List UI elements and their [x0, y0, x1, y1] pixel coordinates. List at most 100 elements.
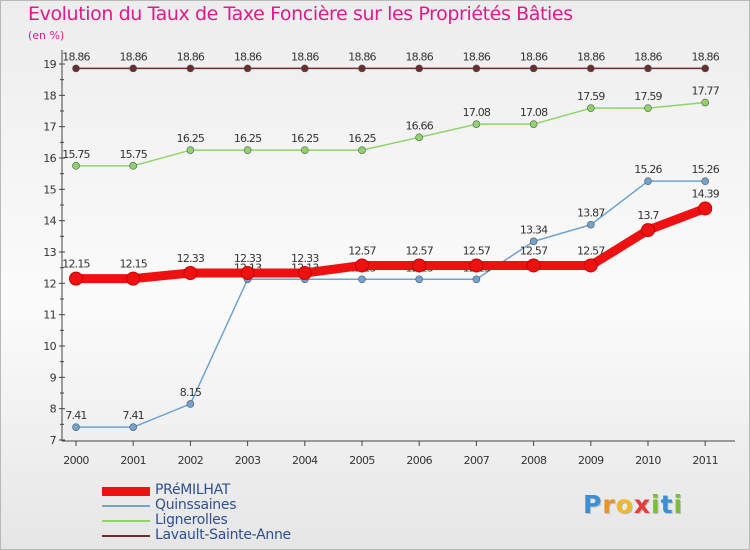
data-point-pr-milhat [297, 265, 312, 280]
data-point-lignerolles [701, 98, 710, 107]
data-point-pr-milhat [641, 223, 655, 238]
data-label-lignerolles: 15.75 [119, 148, 147, 161]
data-label-pr-milhat: 12.57 [520, 244, 548, 257]
data-label-lavault-sainte-anne: 18.86 [520, 50, 548, 63]
data-point-lignerolles [415, 133, 424, 142]
x-tick-label: 2007 [464, 454, 490, 467]
y-tick-label: 12 [43, 277, 56, 290]
data-point-lignerolles [529, 120, 538, 128]
data-label-quinssaines: 8.15 [180, 386, 202, 399]
data-label-pr-milhat: 12.15 [62, 258, 90, 271]
data-label-quinssaines: 7.41 [123, 409, 144, 422]
chart-title: Evolution du Taux de Taxe Foncière sur l… [28, 3, 573, 25]
x-tick-label: 2006 [406, 454, 432, 467]
data-point-quinssaines [529, 237, 538, 246]
data-point-lavault-sainte-anne [358, 64, 366, 73]
series-line-quinssaines [75, 180, 706, 428]
y-tick-label: 8 [50, 403, 57, 416]
y-tick-label: 15 [43, 183, 56, 196]
y-tick-label: 18 [43, 89, 56, 102]
data-label-quinssaines: 13.34 [520, 223, 548, 236]
data-label-lignerolles: 17.59 [577, 90, 605, 103]
data-label-lignerolles: 17.59 [634, 90, 662, 103]
data-label-lavault-sainte-anne: 18.86 [405, 50, 433, 63]
data-label-lavault-sainte-anne: 18.86 [463, 50, 491, 63]
data-point-pr-milhat [183, 265, 198, 280]
x-tick-label: 2004 [292, 454, 318, 467]
data-label-pr-milhat: 12.33 [291, 252, 319, 265]
data-point-quinssaines [358, 275, 366, 284]
data-label-lavault-sainte-anne: 18.86 [348, 50, 376, 63]
data-point-pr-milhat [469, 258, 484, 273]
data-point-quinssaines [701, 177, 710, 185]
data-label-lavault-sainte-anne: 18.86 [691, 50, 719, 63]
data-point-lignerolles [358, 146, 366, 154]
x-tick-label: 2009 [578, 454, 604, 467]
data-point-lignerolles [243, 146, 252, 154]
data-point-lavault-sainte-anne [586, 64, 595, 73]
data-point-quinssaines [644, 177, 652, 185]
x-tick-label: 2002 [178, 454, 204, 467]
data-point-lavault-sainte-anne [243, 64, 252, 73]
x-tick-label: 2000 [63, 454, 89, 467]
data-label-lignerolles: 16.25 [291, 132, 319, 145]
data-label-lignerolles: 16.25 [177, 132, 205, 145]
data-label-quinssaines: 15.26 [691, 163, 719, 176]
data-point-lignerolles [586, 104, 595, 112]
series-line-pr-milhat [71, 203, 710, 284]
legend-label: Lavault-Sainte-Anne [155, 527, 291, 543]
data-label-lavault-sainte-anne: 18.86 [634, 50, 662, 63]
data-point-lavault-sainte-anne [701, 64, 710, 73]
data-point-lavault-sainte-anne [644, 64, 652, 73]
y-tick-label: 10 [43, 340, 56, 353]
data-point-lavault-sainte-anne [186, 64, 195, 73]
y-tick-label: 7 [50, 434, 57, 447]
data-point-lignerolles [72, 162, 80, 170]
data-point-pr-milhat [583, 258, 598, 273]
data-label-lignerolles: 16.25 [234, 132, 262, 145]
data-point-lignerolles [186, 146, 195, 154]
data-point-pr-milhat [698, 201, 713, 216]
data-label-pr-milhat: 12.33 [177, 252, 205, 265]
y-tick-label: 19 [43, 58, 56, 71]
legend-label: Quinssaines [155, 497, 237, 513]
data-point-lignerolles [472, 120, 481, 128]
data-point-pr-milhat [126, 271, 141, 286]
data-label-pr-milhat: 12.15 [119, 258, 147, 271]
data-label-lavault-sainte-anne: 18.86 [234, 50, 262, 63]
data-point-lavault-sainte-anne [72, 64, 80, 73]
data-point-lavault-sainte-anne [415, 64, 424, 73]
legend-swatch [102, 505, 150, 507]
unit-label: (en %) [28, 29, 65, 42]
data-point-quinssaines [586, 220, 595, 229]
proxiti-logo: Proxiti [583, 490, 684, 519]
data-point-lavault-sainte-anne [472, 64, 481, 73]
data-label-pr-milhat: 12.57 [463, 244, 491, 257]
data-point-pr-milhat [412, 258, 427, 273]
data-point-lavault-sainte-anne [129, 64, 137, 73]
data-label-lignerolles: 16.25 [348, 132, 376, 145]
x-tick-label: 2005 [349, 454, 375, 467]
x-tick-label: 2003 [235, 454, 261, 467]
x-tick-label: 2010 [635, 454, 661, 467]
data-point-lignerolles [644, 104, 652, 112]
data-label-lignerolles: 17.77 [691, 85, 719, 98]
data-label-pr-milhat: 12.33 [234, 252, 262, 265]
data-point-quinssaines [129, 423, 137, 431]
y-tick-label: 16 [43, 152, 56, 165]
data-point-pr-milhat [69, 271, 83, 286]
y-tick-label: 11 [43, 309, 56, 322]
y-tick-label: 17 [43, 121, 56, 134]
data-point-pr-milhat [355, 258, 369, 273]
x-tick-label: 2001 [120, 454, 146, 467]
y-tick-label: 14 [43, 215, 56, 228]
data-point-quinssaines [72, 423, 80, 431]
data-point-pr-milhat [526, 258, 541, 273]
data-point-lignerolles [129, 162, 137, 170]
data-point-lavault-sainte-anne [529, 64, 538, 73]
data-label-lavault-sainte-anne: 18.86 [62, 50, 90, 63]
y-tick-label: 13 [43, 246, 56, 259]
x-tick-label: 2008 [521, 454, 547, 467]
data-label-pr-milhat: 12.57 [348, 244, 376, 257]
